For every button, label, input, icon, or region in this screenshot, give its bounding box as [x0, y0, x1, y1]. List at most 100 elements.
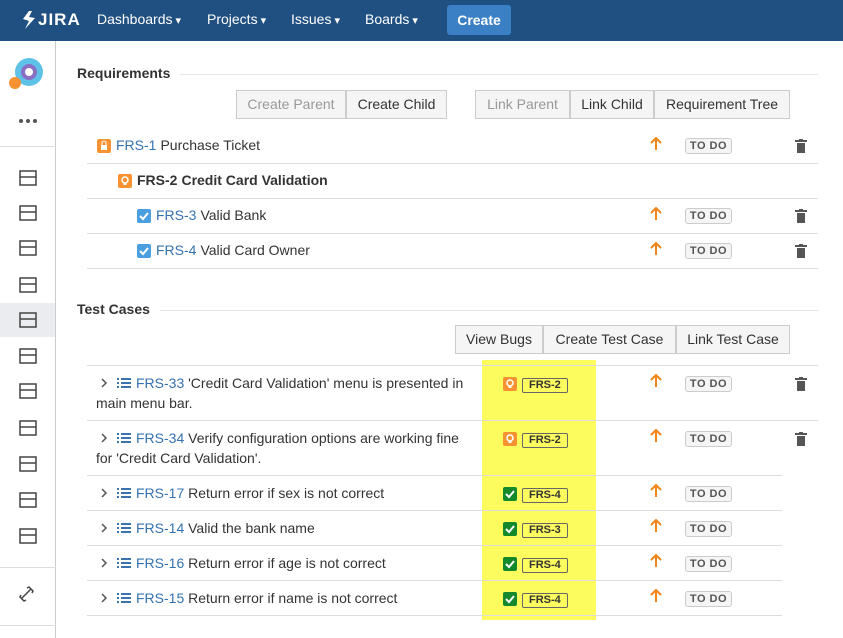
- sidebar-sep: [0, 625, 56, 626]
- create-button[interactable]: Create: [447, 5, 511, 35]
- button[interactable]: Create Test Case: [543, 325, 676, 354]
- row-sep: [87, 510, 782, 511]
- status: TO DO: [685, 591, 732, 607]
- row-sep: [87, 545, 782, 546]
- test-row-text: FRS-16 Return error if age is not correc…: [96, 553, 476, 573]
- issue-type-icon: [137, 244, 151, 258]
- section-title: Test Cases: [77, 301, 150, 317]
- issue-type-icon: [503, 432, 517, 446]
- issue-type-icon: [97, 139, 111, 153]
- top-bar: [0, 0, 843, 41]
- requirement-badge[interactable]: FRS-4: [522, 488, 568, 503]
- expand-chevron[interactable]: [100, 591, 108, 603]
- issue-key[interactable]: FRS-4: [156, 242, 197, 258]
- row-sep: [87, 580, 782, 581]
- requirement-badge[interactable]: FRS-4: [522, 593, 568, 608]
- logo-icon: [20, 9, 38, 31]
- test-icon: [116, 375, 132, 391]
- priority-icon: [650, 136, 662, 151]
- sidebar-icon[interactable]: [18, 204, 38, 222]
- delete-icon[interactable]: [795, 377, 807, 391]
- status: TO DO: [685, 138, 732, 154]
- button[interactable]: Create Parent: [236, 90, 346, 119]
- issue-key[interactable]: FRS-34: [136, 430, 185, 446]
- expand-chevron[interactable]: [100, 376, 108, 388]
- issue-key[interactable]: FRS-33: [136, 375, 185, 391]
- avatar[interactable]: [9, 56, 45, 92]
- requirement-badge[interactable]: FRS-2: [522, 378, 568, 393]
- button[interactable]: View Bugs: [455, 325, 543, 354]
- row-sep: [87, 420, 818, 421]
- nav-menu[interactable]: Dashboards ▾: [97, 11, 182, 27]
- button[interactable]: Create Child: [346, 90, 447, 119]
- issue-key[interactable]: FRS-2: [137, 172, 178, 188]
- test-row-text: FRS-14 Valid the bank name: [96, 518, 476, 538]
- row-sep: [87, 233, 818, 234]
- expand-chevron[interactable]: [100, 521, 108, 533]
- delete-icon[interactable]: [795, 244, 807, 258]
- sidebar-icon[interactable]: [18, 527, 38, 545]
- sidebar-icon[interactable]: [18, 239, 38, 257]
- issue-summary: Return error if age is not correct: [188, 555, 386, 571]
- priority-icon: [650, 241, 662, 256]
- delete-icon[interactable]: [795, 432, 807, 446]
- test-icon: [116, 430, 132, 446]
- sidebar-icon[interactable]: [18, 347, 38, 365]
- section-title: Requirements: [77, 65, 171, 81]
- test-row-text: FRS-15 Return error if name is not corre…: [96, 588, 476, 608]
- test-row-text: FRS-34 Verify configuration options are …: [96, 428, 476, 468]
- priority-icon: [650, 373, 662, 388]
- row-sep: [87, 615, 782, 616]
- test-icon: [116, 520, 132, 536]
- row-sep: [87, 475, 782, 476]
- issue-key[interactable]: FRS-17: [136, 485, 185, 501]
- issue-key[interactable]: FRS-1: [116, 137, 157, 153]
- requirement-badge[interactable]: FRS-2: [522, 433, 568, 448]
- row-sep: [87, 198, 818, 199]
- issue-summary: Purchase Ticket: [160, 137, 261, 153]
- nav-menu[interactable]: Projects ▾: [207, 11, 267, 27]
- nav-menu[interactable]: Boards ▾: [365, 11, 418, 27]
- requirement-badge[interactable]: FRS-3: [522, 523, 568, 538]
- issue-summary: Verify configuration options are working…: [96, 430, 459, 466]
- issue-key[interactable]: FRS-3: [156, 207, 197, 223]
- issue-key[interactable]: FRS-16: [136, 555, 185, 571]
- issue-summary: Valid Bank: [200, 207, 267, 223]
- requirement-badge[interactable]: FRS-4: [522, 558, 568, 573]
- priority-icon: [650, 553, 662, 568]
- expand-chevron[interactable]: [100, 556, 108, 568]
- issue-key[interactable]: FRS-15: [136, 590, 185, 606]
- button[interactable]: Requirement Tree: [654, 90, 790, 119]
- issue-type-icon: [118, 174, 132, 188]
- expand-chevron[interactable]: [100, 431, 108, 443]
- sidebar-icon[interactable]: [18, 169, 38, 187]
- sidebar-icon[interactable]: [18, 311, 38, 329]
- issue-summary: Return error if sex is not correct: [188, 485, 385, 501]
- issue-key[interactable]: FRS-14: [136, 520, 185, 536]
- status: TO DO: [685, 521, 732, 537]
- link-icon[interactable]: [18, 585, 38, 603]
- sidebar-icon[interactable]: [18, 419, 38, 437]
- button[interactable]: Link Parent: [475, 90, 570, 119]
- issue-type-icon: [503, 522, 517, 536]
- issue-type-icon: [503, 592, 517, 606]
- issue-summary: Credit Card Validation: [181, 172, 328, 188]
- sidebar-icon[interactable]: [18, 491, 38, 509]
- status: TO DO: [685, 486, 732, 502]
- priority-icon: [650, 428, 662, 443]
- status: TO DO: [685, 208, 732, 224]
- priority-icon: [650, 518, 662, 533]
- nav-menu[interactable]: Issues ▾: [291, 11, 341, 27]
- sidebar-icon[interactable]: [18, 455, 38, 473]
- sidebar-icon[interactable]: [18, 276, 38, 294]
- issue-type-icon: [503, 557, 517, 571]
- sidebar-icon[interactable]: [18, 382, 38, 400]
- button[interactable]: Link Child: [570, 90, 654, 119]
- more-icon[interactable]: [18, 113, 38, 123]
- button[interactable]: Link Test Case: [676, 325, 790, 354]
- test-icon: [116, 590, 132, 606]
- row-sep: [87, 268, 818, 269]
- delete-icon[interactable]: [795, 209, 807, 223]
- delete-icon[interactable]: [795, 139, 807, 153]
- expand-chevron[interactable]: [100, 486, 108, 498]
